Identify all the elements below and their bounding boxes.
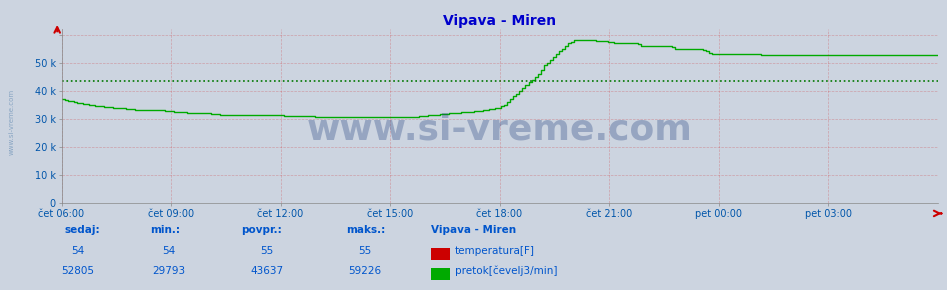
Text: sedaj:: sedaj: (64, 225, 100, 235)
Title: Vipava - Miren: Vipava - Miren (443, 14, 556, 28)
Text: 55: 55 (358, 246, 371, 256)
Text: 43637: 43637 (251, 266, 283, 276)
Text: 59226: 59226 (348, 266, 381, 276)
Text: 54: 54 (71, 246, 84, 256)
Text: povpr.:: povpr.: (241, 225, 282, 235)
Text: Vipava - Miren: Vipava - Miren (431, 225, 516, 235)
Text: www.si-vreme.com: www.si-vreme.com (307, 113, 692, 147)
Text: temperatura[F]: temperatura[F] (455, 246, 534, 256)
Text: 52805: 52805 (62, 266, 94, 276)
Text: 54: 54 (162, 246, 175, 256)
Text: 29793: 29793 (152, 266, 185, 276)
Text: 55: 55 (260, 246, 274, 256)
Text: maks.:: maks.: (346, 225, 384, 235)
Text: min.:: min.: (150, 225, 180, 235)
Text: pretok[čevelj3/min]: pretok[čevelj3/min] (455, 266, 557, 276)
Text: www.si-vreme.com: www.si-vreme.com (9, 89, 14, 155)
